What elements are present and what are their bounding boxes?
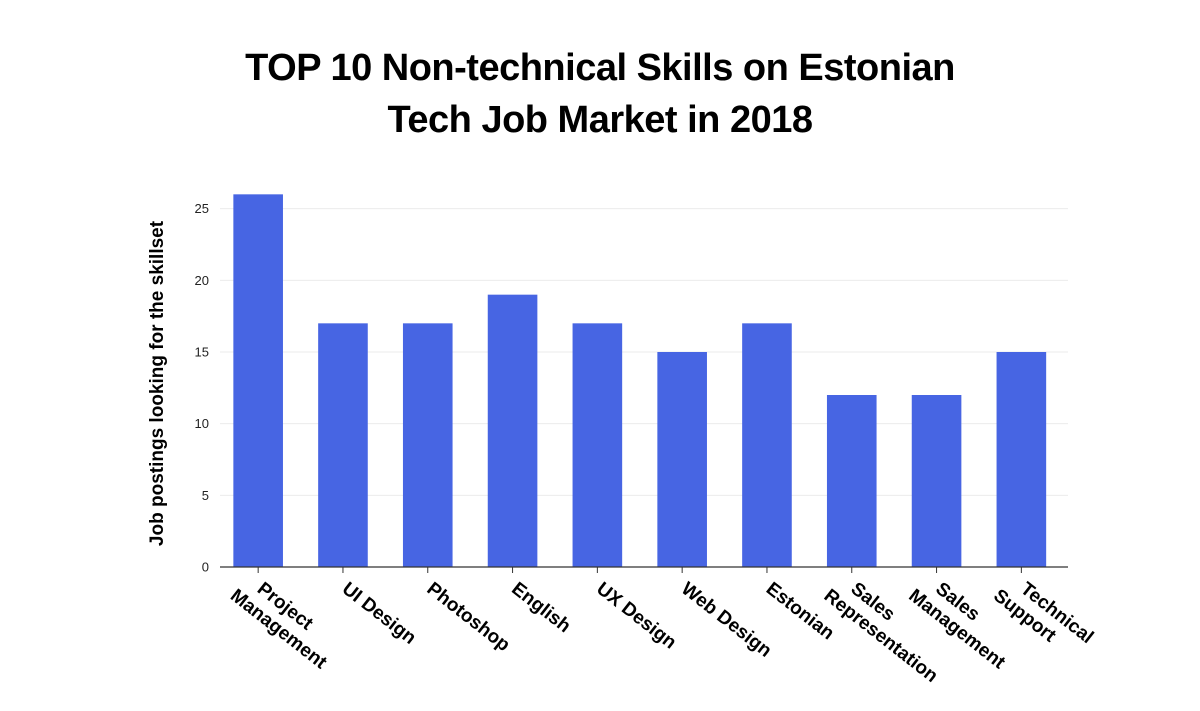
y-tick-label: 15 <box>195 345 209 360</box>
x-tick-label: Photoshop <box>423 578 514 656</box>
bars <box>233 194 1047 568</box>
y-axis-title: Job postings looking for the skillset <box>147 220 168 546</box>
chart-title: TOP 10 Non-technical Skills on Estonian … <box>0 42 1200 146</box>
bar <box>911 395 962 567</box>
y-tick-labels: 0 5 10 15 20 25 <box>195 201 209 574</box>
bar <box>402 323 453 567</box>
x-tick-label: ProjectManagement <box>226 568 345 674</box>
x-tick-labels: ProjectManagement UI Design PhotoshopEngli… <box>226 567 1097 687</box>
bar <box>318 323 368 567</box>
bar <box>826 395 877 567</box>
bar <box>996 352 1047 567</box>
x-tick-label: Estonian <box>762 578 838 644</box>
x-tick-label: TechnicalSupport <box>989 568 1097 665</box>
y-tick-label: 10 <box>195 416 209 431</box>
y-tick-label: 0 <box>202 560 209 575</box>
bar <box>657 352 707 567</box>
bar <box>487 294 538 567</box>
bar <box>572 323 623 567</box>
x-tick-label: English <box>507 578 574 637</box>
bar <box>233 194 283 568</box>
chart-title-line-2: Tech Job Market in 2018 <box>387 99 813 141</box>
x-tick-label: UI Design <box>338 578 420 648</box>
bar <box>742 323 792 567</box>
x-tick-label: UX Design <box>592 578 680 653</box>
chart-title-line-1: TOP 10 Non-technical Skills on Estonian <box>245 47 955 89</box>
x-tick-label: SalesRepresentation <box>820 568 955 687</box>
x-tick-label: Web Design <box>677 578 775 661</box>
y-tick-label: 5 <box>202 488 209 503</box>
y-tick-label: 25 <box>195 201 209 216</box>
y-tick-label: 20 <box>195 273 209 288</box>
